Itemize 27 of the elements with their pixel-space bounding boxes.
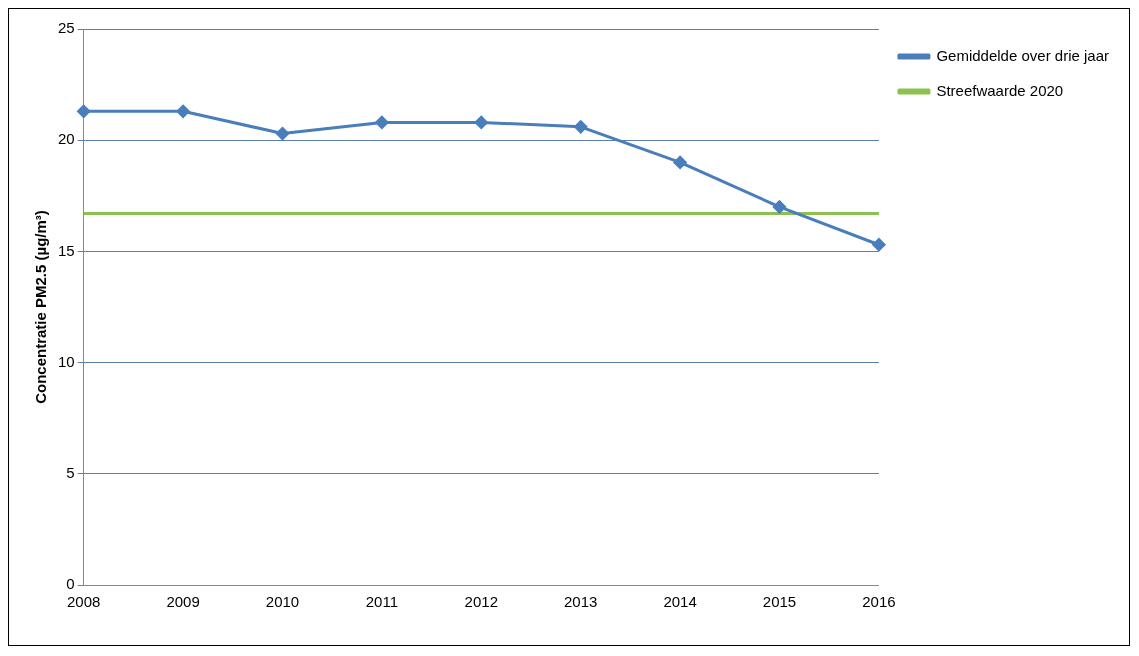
- point: [77, 104, 91, 118]
- y-tick-label: 15: [58, 241, 75, 259]
- x-tick-label: 2013: [564, 593, 598, 611]
- x-tick-label: 2014: [663, 593, 697, 611]
- point: [574, 120, 588, 134]
- x-tick-label: 2016: [862, 593, 896, 611]
- point: [275, 127, 289, 141]
- point: [375, 115, 389, 129]
- point: [773, 200, 787, 214]
- legend-label: Gemiddelde over drie jaar: [936, 46, 1110, 64]
- point: [474, 115, 488, 129]
- y-tick-label: 5: [66, 463, 75, 481]
- x-tick-label: 2011: [365, 593, 399, 611]
- y-tick-label: 0: [66, 575, 75, 593]
- point: [872, 238, 886, 252]
- y-axis-title: Concentratie PM2.5 (µg/m³): [32, 210, 50, 404]
- y-tick-label: 10: [58, 352, 75, 370]
- point: [176, 104, 190, 118]
- legend-label: Streefwaarde 2020: [936, 81, 1064, 99]
- y-tick-label: 20: [58, 130, 75, 148]
- y-tick-label: 25: [58, 19, 75, 37]
- x-tick-label: 2008: [67, 593, 101, 611]
- point: [673, 155, 687, 169]
- x-tick-label: 2010: [265, 593, 300, 611]
- x-tick-label: 2015: [762, 593, 797, 611]
- x-tick-label: 2009: [166, 593, 200, 611]
- x-tick-label: 2012: [464, 593, 498, 611]
